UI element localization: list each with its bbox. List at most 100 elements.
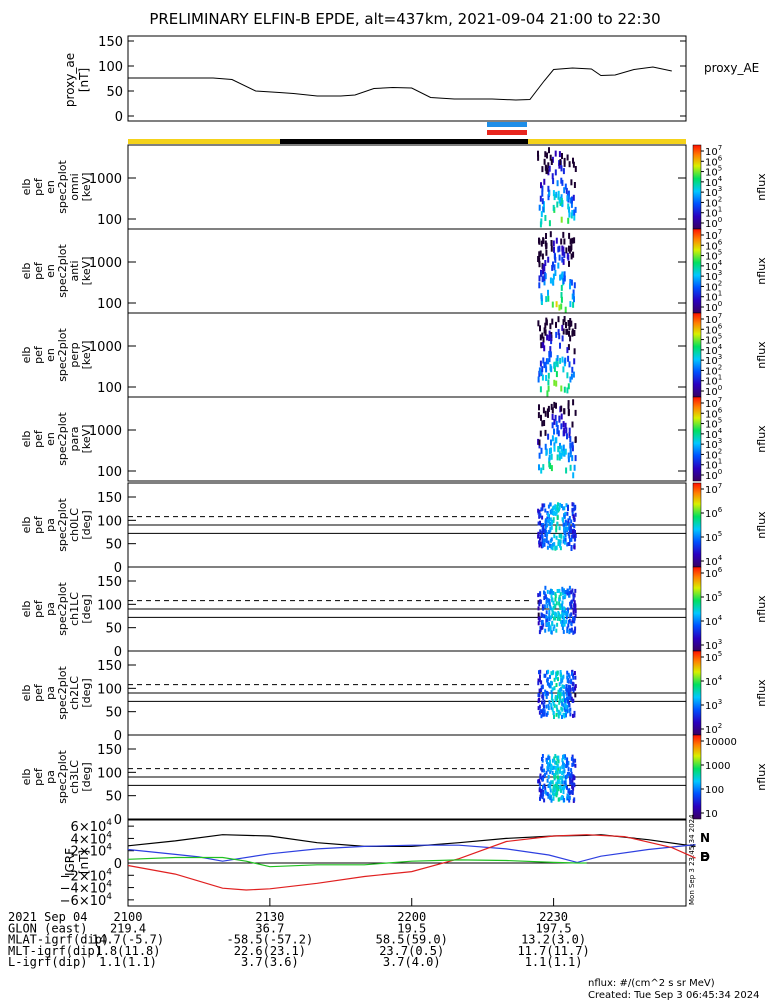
spectrogram-pixel xyxy=(547,372,550,379)
spectrogram-pixel xyxy=(553,542,556,547)
spectrogram-pixel xyxy=(566,774,569,779)
pitch-ylabel-3-5: [deg] xyxy=(80,762,93,791)
spectrogram-pixel xyxy=(549,351,552,358)
spectrogram-pixel xyxy=(566,785,568,790)
spectrogram-pixel xyxy=(568,247,571,254)
spectrogram-pixel xyxy=(540,295,543,302)
spectrogram-pixel xyxy=(570,197,573,204)
spectrogram-pixel xyxy=(558,162,561,169)
spectrogram-pixel xyxy=(546,762,549,767)
spectrogram-pixel xyxy=(573,603,575,608)
spectrogram-pixel xyxy=(563,526,566,531)
spectrogram-pixel xyxy=(567,684,570,689)
spectrogram-pixel xyxy=(570,600,573,605)
spectrogram-pixel xyxy=(561,586,564,591)
colorbar-tick-label-7: 10000 xyxy=(705,737,737,748)
igrf-legend-e: E xyxy=(700,850,708,864)
colorbar-tick-exp: 5 xyxy=(718,417,722,425)
spectrogram-pixel xyxy=(547,295,550,302)
spectrogram-pixel xyxy=(572,293,575,300)
spectrogram-pixel xyxy=(563,608,566,613)
spectrogram-pixel xyxy=(553,686,556,691)
spectrogram-pixel xyxy=(547,774,550,779)
spectrogram-pixel xyxy=(558,614,561,619)
spectrogram-pixel xyxy=(560,622,563,627)
spectrogram-pixel xyxy=(559,766,562,771)
spectrogram-pixel xyxy=(573,296,575,303)
spectrogram-pixel xyxy=(558,588,561,593)
spectrogram-pixel xyxy=(547,756,550,761)
spectrogram-pixel xyxy=(550,680,552,685)
spectrogram-pixel xyxy=(544,322,547,329)
spectrogram-pixel xyxy=(566,688,569,693)
spectrogram-pixel xyxy=(541,604,544,609)
spectrogram-pixel xyxy=(541,791,544,796)
spectrogram-pixel xyxy=(544,594,547,599)
spectrogram-pixel xyxy=(549,785,552,790)
spectrogram-pixel xyxy=(565,247,568,254)
spectrogram-pixel xyxy=(565,615,568,620)
spectrogram-pixel xyxy=(567,452,570,459)
spectrogram-pixel xyxy=(547,540,550,545)
spectrogram-pixel xyxy=(545,375,548,381)
spectrogram-pixel xyxy=(568,206,570,213)
spectrogram-pixel xyxy=(573,517,576,522)
spectrogram-pixel xyxy=(557,755,560,760)
spectrogram-pixel xyxy=(538,261,541,268)
spectrogram-pixel xyxy=(566,675,569,680)
spectrogram-pixel xyxy=(569,301,572,308)
spectrogram-pixel xyxy=(559,592,562,597)
spectrogram-pixel xyxy=(569,687,572,692)
spectrogram-pixel xyxy=(542,777,544,782)
spectrogram-pixel xyxy=(546,390,549,397)
spectrogram-pixel xyxy=(544,673,547,678)
orbit-bar-yellow-left xyxy=(128,139,280,144)
spectrogram-pixel xyxy=(561,715,563,719)
spectrogram-pixel xyxy=(566,696,568,701)
spectrogram-pixel xyxy=(540,270,543,277)
spectrogram-pixel xyxy=(538,778,541,783)
spectrogram-pixel xyxy=(543,542,546,547)
spectrogram-pixel xyxy=(569,776,571,781)
colorbar-tick-exp: 5 xyxy=(718,530,722,538)
spectrogram-pixel xyxy=(539,386,542,393)
spectrogram-pixel xyxy=(561,603,563,608)
colorbar-tick-exp: 2 xyxy=(718,447,722,455)
spectrogram-pixel xyxy=(549,788,552,793)
colorbar-tick-exp: 0 xyxy=(718,216,722,224)
spectrogram-pixel xyxy=(574,609,577,613)
colorbar-tick-exp: 6 xyxy=(718,406,723,414)
spectrogram-pixel xyxy=(546,545,549,550)
spectrogram-pixel xyxy=(545,622,548,627)
pitch-ylabel-0-3: spec2plot xyxy=(56,498,69,552)
spectrogram-pixel xyxy=(551,422,554,429)
spectrogram-pixel xyxy=(569,693,572,697)
igrf-series-D xyxy=(127,834,696,891)
spectrogram-pixel xyxy=(561,335,564,342)
spectrogram-pixel xyxy=(552,600,555,605)
spectrogram-pixel xyxy=(543,604,546,609)
spectrogram-pixel xyxy=(567,521,570,526)
spectrogram-pixel xyxy=(573,348,576,355)
spectrogram-pixel xyxy=(543,158,546,165)
igrf-series-lines xyxy=(127,834,696,891)
colorbar-tick-exp: 5 xyxy=(718,333,722,341)
spectrogram-pixel xyxy=(565,707,568,712)
spectrogram-pixel xyxy=(555,675,557,680)
spectrogram-pixel xyxy=(550,594,553,599)
spectrogram-pixel xyxy=(543,503,546,508)
spectrogram-pixel xyxy=(568,703,571,708)
spectrogram-pixel xyxy=(541,620,544,624)
colorbar-2 xyxy=(692,312,702,398)
spectrogram-pixel xyxy=(574,436,577,443)
spectrogram-pixel xyxy=(562,421,565,428)
spectrogram-pixel xyxy=(556,425,559,431)
spectrogram-pixel xyxy=(553,365,556,372)
spectrogram-pixel xyxy=(541,685,544,690)
colorbar-label-6: nflux xyxy=(755,679,768,707)
spectrogram-pixel xyxy=(541,506,544,511)
spectrogram-pixel xyxy=(550,447,552,454)
colorbar-tick-exp: 4 xyxy=(718,614,723,622)
spectrogram-pixel xyxy=(547,669,550,674)
